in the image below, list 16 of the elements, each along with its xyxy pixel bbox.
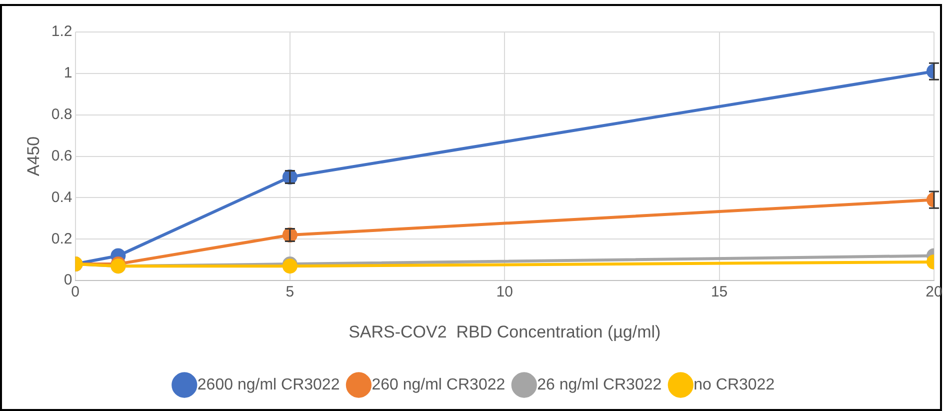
y-tick-label: 0.6 — [51, 147, 72, 164]
y-tick-label: 0.4 — [51, 188, 72, 206]
x-tick-label: 5 — [286, 284, 294, 301]
x-tick-label: 15 — [710, 284, 728, 301]
y-axis-title: A450 — [24, 136, 43, 176]
x-tick-label: 10 — [496, 284, 513, 301]
legend-label: 26 ng/ml CR3022 — [537, 376, 662, 394]
x-axis-title: SARS-COV2 RBD Concentration (µg/ml) — [348, 322, 661, 342]
y-tick-label: 1.2 — [51, 23, 72, 40]
y-tick-label: 0 — [64, 272, 72, 289]
legend-label: 2600 ng/ml CR3022 — [197, 376, 340, 394]
y-tick-label: 0.2 — [51, 230, 72, 248]
legend-label: no CR3022 — [694, 376, 775, 394]
y-tick-label: 1 — [64, 64, 72, 82]
y-tick-label: 0.8 — [51, 106, 72, 124]
legend-label: 260 ng/ml CR3022 — [372, 376, 506, 394]
